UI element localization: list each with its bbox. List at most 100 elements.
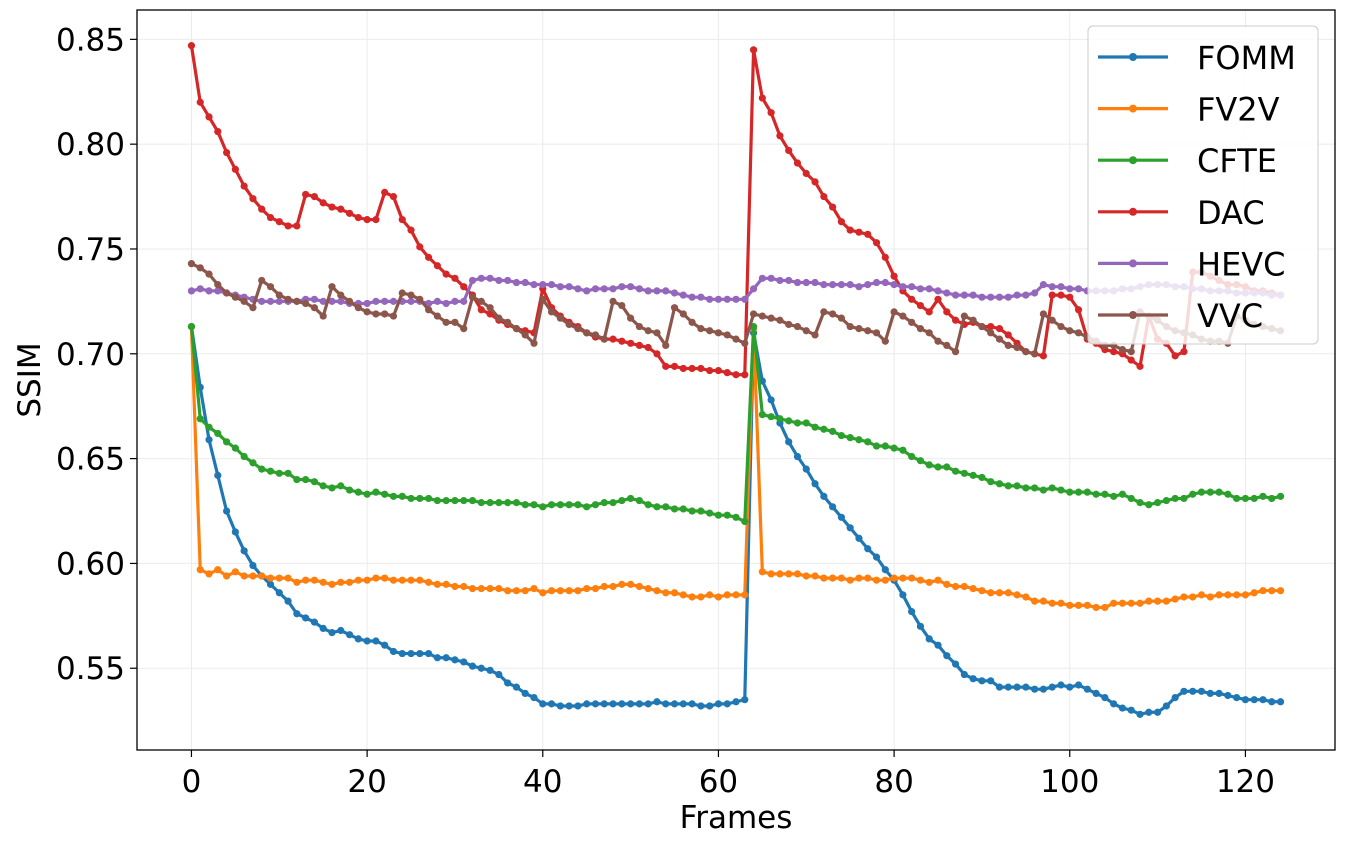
legend-marker [1129,311,1137,319]
data-point [767,413,775,421]
data-point [451,274,459,282]
data-point [758,312,766,320]
y-axis-title: SSIM [12,342,48,417]
data-point [627,700,635,708]
data-point [556,283,564,291]
data-point [1241,696,1250,704]
data-point [372,488,380,496]
data-point [776,132,784,140]
data-point [881,337,889,345]
data-point [284,574,292,582]
data-point [960,582,968,591]
data-point [1250,696,1258,704]
data-point [1180,593,1188,601]
data-point [389,192,398,201]
data-point [266,467,275,475]
data-point [512,278,521,287]
data-point [468,293,477,301]
y-axis-ticks: 0.55 0.60 0.65 0.70 0.75 0.80 0.85 [56,22,137,687]
data-point [829,427,837,435]
data-point [222,507,231,515]
data-point [872,239,881,247]
x-tick-label: 20 [347,764,386,800]
data-point [1039,310,1047,318]
data-point [1031,484,1039,492]
data-point [706,509,714,517]
data-point [196,98,204,106]
data-point [987,677,995,685]
data-point [1171,494,1179,503]
data-point [319,199,327,207]
data-point [951,660,960,668]
data-point [310,478,319,486]
data-point [767,570,775,578]
data-point [670,362,679,370]
data-point [1039,486,1047,494]
data-point [1224,490,1232,498]
data-point [881,566,889,574]
data-point [925,329,933,337]
data-point [1153,597,1162,605]
data-point [908,574,916,582]
data-point [776,316,784,324]
data-point [266,283,275,291]
data-point [960,469,968,477]
data-point [521,278,529,287]
data-point [723,331,731,339]
data-point [820,308,828,316]
data-point [969,316,977,324]
y-tick-label: 0.65 [56,442,125,478]
data-point [934,287,942,295]
data-point [600,700,608,708]
data-point [960,670,968,679]
data-point [618,337,626,345]
data-point [1233,494,1241,503]
data-point [881,576,889,584]
data-point [354,635,362,643]
data-point [627,314,635,322]
data-point [1118,490,1127,498]
data-point [644,700,652,708]
legend-item-dac: DAC [1098,194,1265,232]
data-point [451,656,459,664]
data-point [987,478,995,486]
data-point [1057,599,1065,607]
data-point [407,576,415,584]
data-point [908,608,916,616]
data-point [706,295,714,303]
data-point [732,335,740,343]
data-point [706,366,714,375]
data-point [477,499,485,507]
data-point [872,442,881,450]
data-point [829,281,837,289]
data-point [337,626,345,635]
data-point [916,622,925,630]
data-point [1074,601,1083,609]
data-point [899,574,907,582]
data-point [1031,597,1039,605]
data-point [951,316,960,324]
data-point [987,293,995,301]
data-point [916,285,925,293]
data-point [653,329,661,337]
data-point [187,287,196,295]
data-point [714,366,723,375]
data-point [662,700,670,708]
data-point [565,320,573,329]
data-point [240,297,248,305]
data-point [679,291,687,299]
data-point [820,192,828,201]
data-point [389,576,398,584]
data-point [890,272,898,280]
data-point [284,222,292,230]
data-point [1162,702,1170,710]
data-point [714,329,723,337]
data-point [1048,316,1056,324]
data-point [258,297,266,305]
data-point [1276,698,1285,706]
data-point [565,702,573,710]
data-point [521,331,529,339]
data-point [486,304,494,312]
data-point [609,285,617,293]
data-point [609,335,617,343]
